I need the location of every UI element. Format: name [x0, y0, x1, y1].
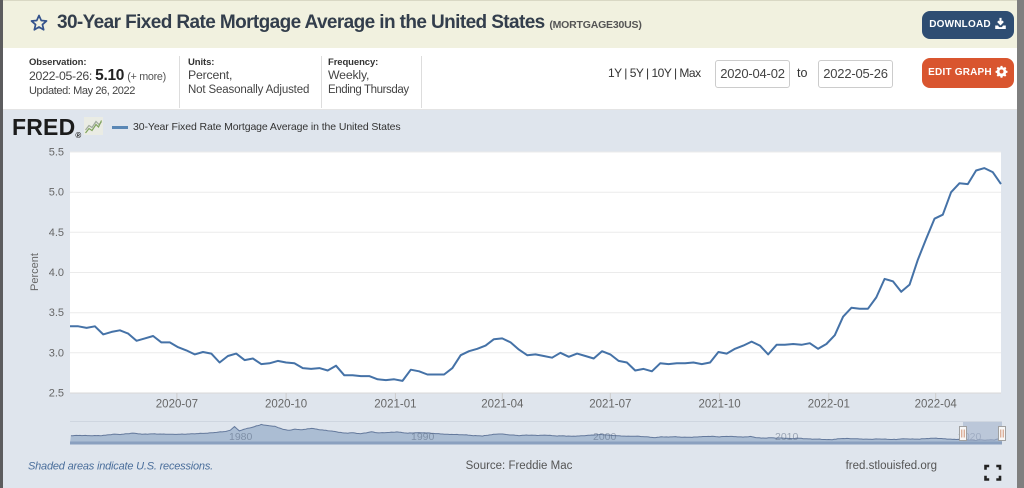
svg-text:2.5: 2.5	[49, 388, 64, 400]
svg-text:fred.stlouisfed.org: fred.stlouisfed.org	[846, 460, 937, 472]
svg-text:3.5: 3.5	[49, 307, 64, 319]
svg-text:4.0: 4.0	[49, 267, 64, 279]
svg-text:2021-10: 2021-10	[698, 399, 740, 411]
svg-text:Percent: Percent	[29, 253, 41, 291]
svg-text:Source: Freddie Mac: Source: Freddie Mac	[466, 460, 573, 472]
svg-text:2010: 2010	[775, 431, 799, 443]
svg-text:2021-04: 2021-04	[481, 399, 524, 411]
svg-text:5.5: 5.5	[49, 147, 64, 159]
svg-text:3.0: 3.0	[49, 347, 64, 359]
svg-text:4.5: 4.5	[49, 227, 64, 239]
svg-text:1980: 1980	[229, 431, 253, 443]
svg-text:2021-07: 2021-07	[589, 399, 631, 411]
svg-text:2022-01: 2022-01	[808, 399, 850, 411]
svg-text:Shaded areas indicate U.S. rec: Shaded areas indicate U.S. recessions.	[28, 461, 213, 473]
svg-text:2020-10: 2020-10	[265, 399, 307, 411]
svg-text:2020-07: 2020-07	[156, 399, 198, 411]
svg-text:1990: 1990	[411, 431, 435, 443]
svg-text:2022-04: 2022-04	[915, 399, 958, 411]
svg-text:2000: 2000	[593, 431, 617, 443]
svg-text:2021-01: 2021-01	[374, 399, 416, 411]
svg-text:5.0: 5.0	[49, 187, 64, 199]
